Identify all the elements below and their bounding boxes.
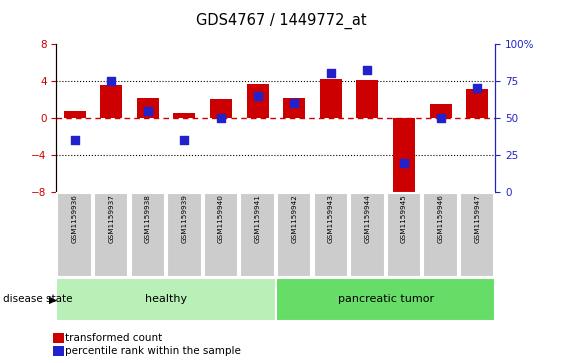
Point [70,138,79,143]
Text: GSM1159936: GSM1159936 [72,194,78,243]
Point [400,160,409,166]
Bar [100,85,122,118]
Bar [173,113,195,118]
Bar [247,83,269,118]
Text: transformed count: transformed count [65,333,162,343]
Point [290,100,299,106]
Bar [466,89,488,118]
Text: GSM1159940: GSM1159940 [218,194,224,243]
Bar [64,111,86,118]
Text: GSM1159943: GSM1159943 [328,194,334,243]
Text: GDS4767 / 1449772_at: GDS4767 / 1449772_at [196,13,367,29]
Text: GSM1159947: GSM1159947 [474,194,480,243]
Text: ▶: ▶ [49,294,57,305]
Point [326,70,335,76]
Point [472,85,481,91]
Text: GSM1159944: GSM1159944 [364,194,370,243]
Text: disease state: disease state [3,294,72,305]
Text: pancreatic tumor: pancreatic tumor [338,294,434,305]
Point [363,68,372,73]
Point [143,108,152,114]
Bar [430,104,452,118]
Bar [283,98,305,118]
Point [253,93,262,99]
Text: GSM1159939: GSM1159939 [181,194,187,243]
Point [107,78,116,84]
Bar [393,118,415,195]
Text: GSM1159942: GSM1159942 [291,194,297,243]
Point [180,138,189,143]
Text: GSM1159937: GSM1159937 [108,194,114,243]
Point [216,115,225,121]
Bar [320,79,342,118]
Text: healthy: healthy [145,294,187,305]
Text: GSM1159945: GSM1159945 [401,194,407,243]
Text: GSM1159946: GSM1159946 [437,194,444,243]
Bar [356,80,378,118]
Text: GSM1159941: GSM1159941 [254,194,261,243]
Point [436,115,445,121]
Bar [210,99,232,118]
Text: percentile rank within the sample: percentile rank within the sample [65,346,240,356]
Text: GSM1159938: GSM1159938 [145,194,151,243]
Bar [137,98,159,118]
